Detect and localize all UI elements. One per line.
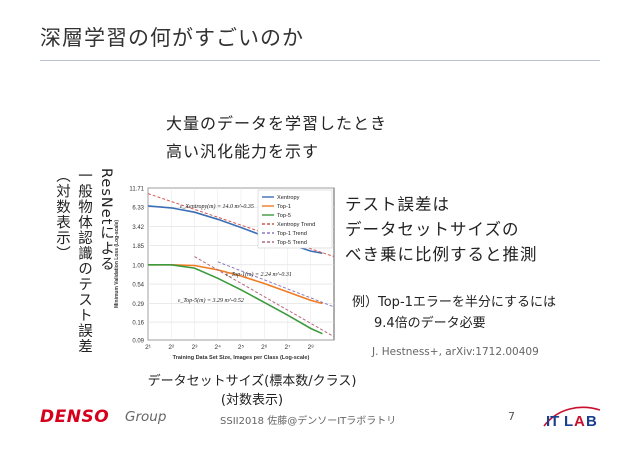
legend-label: Xentropy [277,195,300,201]
slide-title: 深層学習の何がすごいのか [40,26,304,50]
series-xentropy [147,205,323,254]
footer-text: SSII2018 佐藤@デンソーITラボラトリ [220,416,397,427]
example-note: 例）Top-1エラーを半分にするには 9.4倍のデータ必要 [352,292,556,334]
legend-box [257,189,333,249]
trend-equation-label: ε_Xentropy(m) = 14.0 m^-0.35 [180,203,254,210]
axis-caption-line-2: (対数表示) [220,393,284,408]
title-divider [40,60,600,61]
test-error-chart: 11.71 6.33 3.42 1.85 1.00 0.54 0.29 0.16 0.09 2¹ 2… [108,184,340,362]
right-claim: テスト誤差は データセットサイズの べき乗に比例すると推測 [345,192,538,267]
itlab-logo-mark: IT L A B [543,406,601,430]
x-tick-label: 2⁴ [215,344,222,351]
vertical-label-test-error: 一般物体認識のテスト誤差 [76,168,92,354]
vertical-label-log: （対数表示） [54,168,70,261]
series-top-1-trend [217,261,335,308]
axis-caption: データセットサイズ(標本数/クラス) (対数表示) [122,372,382,410]
lead-line-2: 高い汎化能力を示す [166,142,320,161]
legend-label: Top-1 [277,204,291,210]
y-tick-label: 0.54 [132,283,144,289]
legend-label: Top-5 [277,213,291,219]
x-tick-label: 2² [168,344,175,351]
trend-equation-label: ε_Top-1(m) = 2.24 m^-0.31 [226,271,292,278]
claim-line-2: データセットサイズの [345,220,520,239]
page-number: 7 [508,410,515,423]
claim-line-1: テスト誤差は [345,195,450,214]
series-top-5-trend [194,256,335,338]
legend-label: Top-5 Trend [277,240,307,246]
y-tick-label: 11.71 [129,187,144,193]
claim-line-3: べき乗に比例すると推測 [345,245,538,264]
example-line-1: 例）Top-1エラーを半分にするには [352,295,557,310]
x-tick-label: 2³ [192,344,199,351]
citation: J. Hestness+, arXiv:1712.00409 [372,346,539,358]
x-tick-label: 2⁶ [261,344,268,351]
legend-label: Top-1 Trend [277,231,307,237]
y-tick-label: 1.00 [132,263,144,269]
y-tick-label: 0.29 [132,302,144,308]
vertical-caption: ResNetによる 一般物体認識のテスト誤差 （対数表示） [44,168,124,398]
y-axis-label: Minimum Validation Loss (Log-scale) [114,220,120,308]
svg-text:IT: IT [546,413,559,430]
series-top-5 [148,264,323,335]
y-tick-label: 1.85 [132,244,144,250]
legend-label: Xentropy Trend [277,222,315,228]
x-tick-label: 2⁸ [308,344,315,351]
itlab-logo: IT L A B [540,402,604,430]
y-tick-label: 0.09 [132,339,144,345]
series-xentropy-trend [147,193,335,258]
x-axis-label: Training Data Set Size, Images per Class… [173,355,310,361]
lead-line-1: 大量のデータを学習したとき [166,114,388,133]
example-line-2: 9.4倍のデータ必要 [374,316,486,331]
y-tick-label: 0.16 [132,321,144,327]
x-tick-label: 2¹ [145,344,152,351]
denso-logo: DENSO [40,407,110,427]
svg-text:L: L [564,413,573,430]
trend-equation-label: ε_Top-5(m) = 3.29 m^-0.52 [178,297,244,304]
svg-text:B: B [586,413,597,430]
x-tick-label: 2⁵ [238,344,245,351]
denso-group-label: Group [125,409,167,425]
y-tick-label: 6.33 [132,206,144,212]
x-tick-label: 2⁷ [285,344,292,351]
y-tick-label: 3.42 [132,225,144,231]
vertical-label-resnet: ResNetによる [98,168,114,272]
axis-caption-line-1: データセットサイズ(標本数/クラス) [147,374,357,389]
svg-text:A: A [574,413,585,430]
series-top-1 [148,264,323,305]
